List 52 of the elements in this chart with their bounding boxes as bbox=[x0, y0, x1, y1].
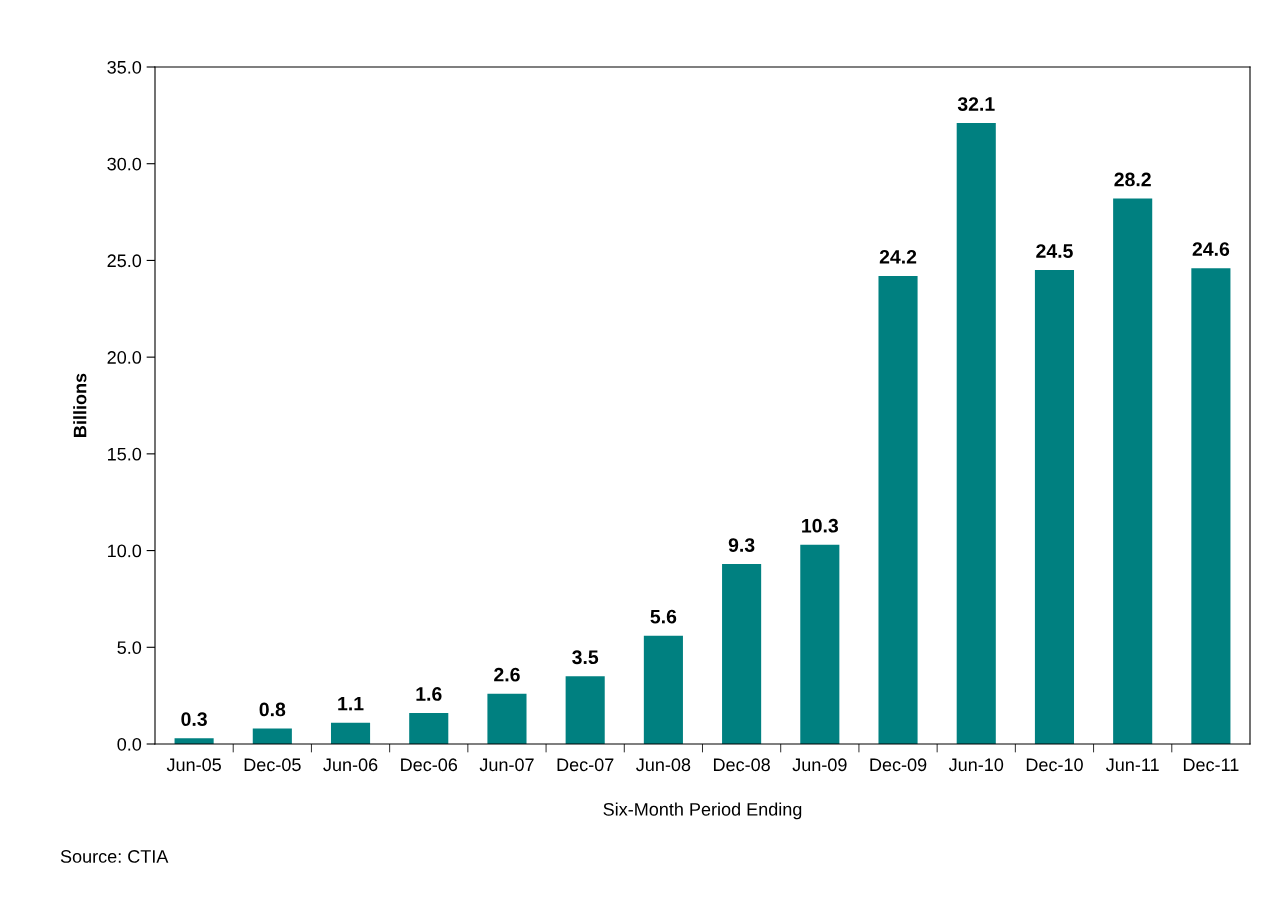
x-axis-title: Six-Month Period Ending bbox=[603, 802, 802, 820]
data-label: 28.2 bbox=[1114, 172, 1151, 187]
data-label: 9.3 bbox=[728, 538, 755, 552]
x-tick-label: Dec-09 bbox=[870, 758, 927, 772]
bar bbox=[878, 275, 918, 744]
bar bbox=[565, 676, 605, 744]
x-tick-label: Dec-06 bbox=[401, 758, 458, 772]
data-label: 0.8 bbox=[259, 702, 286, 717]
x-tick-label: Jun-08 bbox=[636, 758, 691, 772]
data-label: 5.6 bbox=[650, 609, 677, 624]
y-tick-label: 0.0 bbox=[117, 737, 142, 751]
y-tick-label: 35.0 bbox=[107, 60, 142, 74]
bar bbox=[409, 713, 449, 744]
bar bbox=[1191, 268, 1231, 744]
y-tick-label: 15.0 bbox=[108, 447, 142, 461]
data-label: 2.6 bbox=[494, 667, 520, 682]
x-tick-label: Dec-08 bbox=[713, 758, 770, 772]
bar bbox=[722, 564, 762, 744]
data-label: 0.3 bbox=[181, 712, 207, 727]
x-tick-label: Dec-07 bbox=[557, 758, 614, 772]
data-label: 1.6 bbox=[416, 687, 442, 701]
x-tick-label: Dec-11 bbox=[1183, 758, 1239, 772]
y-axis-title: Billions bbox=[73, 373, 87, 437]
x-tick-label: Jun-09 bbox=[792, 758, 847, 772]
bar bbox=[330, 722, 371, 744]
data-label: 24.2 bbox=[879, 249, 917, 264]
bar bbox=[1113, 198, 1153, 744]
x-tick-label: Jun-07 bbox=[479, 758, 534, 772]
y-tick-label: 10.0 bbox=[108, 544, 142, 558]
y-tick-label: 25.0 bbox=[107, 254, 142, 268]
y-tick-label: 20.0 bbox=[107, 351, 142, 364]
bar bbox=[643, 635, 683, 744]
x-tick-label: Jun-06 bbox=[323, 758, 378, 772]
x-tick-label: Dec-05 bbox=[244, 758, 301, 772]
bar bbox=[1034, 270, 1075, 744]
data-label: 32.1 bbox=[957, 97, 995, 111]
bar bbox=[956, 123, 996, 744]
bar bbox=[487, 693, 527, 744]
data-label: 1.1 bbox=[338, 696, 364, 711]
data-label: 3.5 bbox=[572, 650, 599, 665]
x-tick-label: Jun-05 bbox=[166, 758, 221, 772]
x-tick-label: Jun-10 bbox=[948, 758, 1004, 772]
bar bbox=[800, 544, 840, 744]
data-label: 24.6 bbox=[1192, 242, 1230, 256]
data-label: 24.5 bbox=[1036, 244, 1073, 258]
data-label: 10.3 bbox=[802, 518, 839, 533]
y-tick-label: 30.0 bbox=[107, 157, 142, 171]
x-tick-label: Dec-10 bbox=[1026, 758, 1083, 772]
y-tick-label: 5.0 bbox=[117, 641, 142, 655]
bar bbox=[252, 728, 292, 744]
x-tick-label: Jun-11 bbox=[1106, 758, 1159, 772]
source-note: Source: CTIA bbox=[60, 850, 169, 863]
